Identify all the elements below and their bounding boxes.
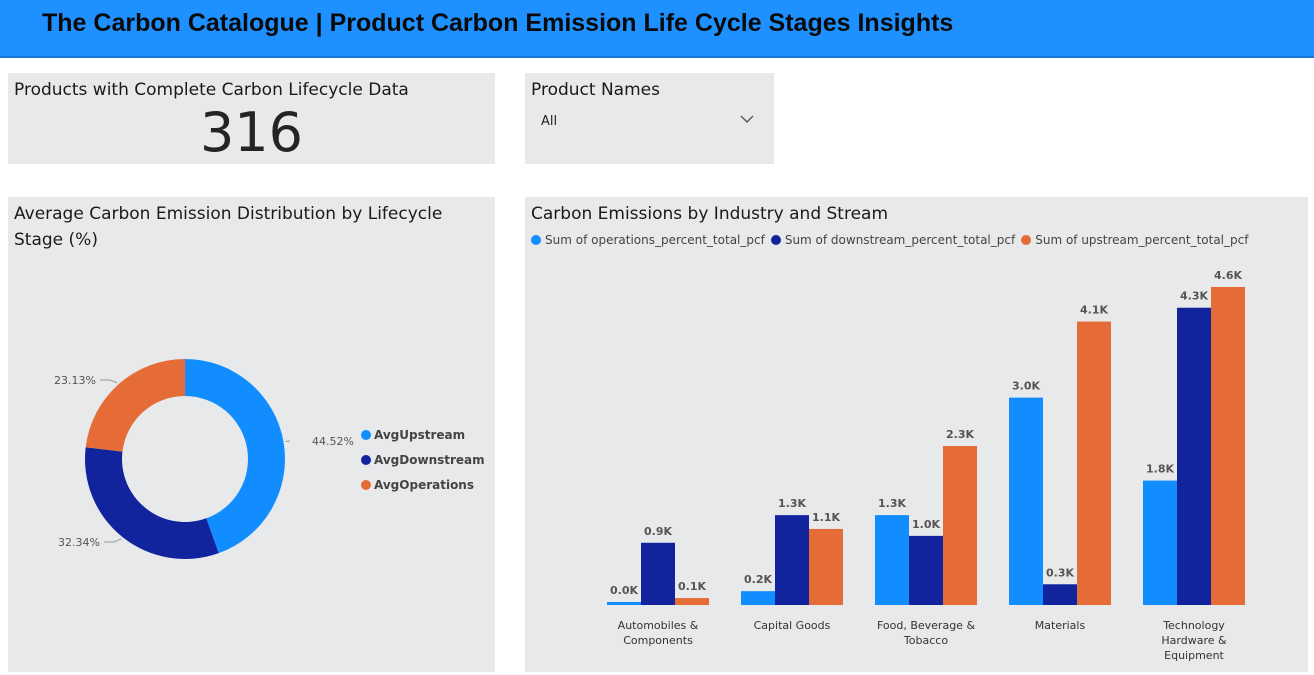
donut-chart-card: Average Carbon Emission Distribution by … xyxy=(8,197,495,672)
bar-data-label: 0.2K xyxy=(744,573,772,586)
legend-dot xyxy=(361,430,371,440)
bar-chart-card: Carbon Emissions by Industry and Stream … xyxy=(525,197,1308,672)
x-axis-tick-label: Capital Goods xyxy=(754,619,831,632)
bar-chart-title: Carbon Emissions by Industry and Stream xyxy=(531,204,889,224)
bar-downstream[interactable] xyxy=(909,535,943,605)
donut-legend-item-avgdownstream[interactable]: AvgDownstream xyxy=(361,453,485,467)
legend-label: Sum of upstream_percent_total_pcf xyxy=(1035,233,1249,247)
bar-chart-legend: Sum of operations_percent_total_pcf Sum o… xyxy=(531,233,1254,248)
legend-label: AvgUpstream xyxy=(374,428,465,442)
donut-data-label: 23.13% xyxy=(54,374,96,387)
x-axis-tick-label: Automobiles & Components xyxy=(618,619,699,647)
kpi-value: 316 xyxy=(199,101,304,164)
bar-operations[interactable] xyxy=(1009,397,1043,605)
bar-legend-item[interactable]: Sum of downstream_percent_total_pcf xyxy=(770,233,1016,247)
page-header: The Carbon Catalogue | Product Carbon Em… xyxy=(0,0,1314,58)
bar-downstream[interactable] xyxy=(1043,584,1077,605)
bar-data-label: 4.3K xyxy=(1180,290,1208,303)
legend-dot xyxy=(1021,235,1032,245)
product-names-slicer: Product Names All xyxy=(525,73,774,164)
legend-dot xyxy=(770,235,781,245)
bar-data-label: 1.3K xyxy=(778,497,806,510)
bar-data-label: 3.0K xyxy=(1012,380,1040,393)
product-names-dropdown[interactable]: All xyxy=(533,109,763,135)
bar-downstream[interactable] xyxy=(1177,307,1211,605)
legend-dot xyxy=(361,455,371,465)
bar-upstream[interactable] xyxy=(675,598,709,605)
donut-chart: 44.52% 32.34% 23.13% AvgUpstream AvgDownstre… xyxy=(54,359,485,559)
bar-chart: 0.0K 0.9K 0.1K Automobiles & Components 0.2K 1… xyxy=(607,269,1245,662)
bar-operations[interactable] xyxy=(1143,480,1177,605)
bar-legend-item[interactable]: Sum of upstream_percent_total_pcf xyxy=(1021,233,1248,247)
bar-legend-item[interactable]: Sum of operations_percent_total_pcf xyxy=(531,233,765,247)
donut-slice-avgoperations[interactable] xyxy=(85,359,185,452)
donut-leader-line xyxy=(100,379,118,384)
bar-downstream[interactable] xyxy=(641,542,675,605)
x-axis-tick-label: Materials xyxy=(1035,619,1086,632)
legend-label: AvgDownstream xyxy=(374,453,485,467)
donut-data-label: 32.34% xyxy=(58,536,100,549)
kpi-title: Products with Complete Carbon Lifecycle … xyxy=(14,80,409,100)
bar-operations[interactable] xyxy=(607,602,641,605)
legend-dot xyxy=(361,480,371,490)
bar-data-label: 1.0K xyxy=(912,518,940,531)
bar-data-label: 0.0K xyxy=(610,584,638,597)
bar-upstream[interactable] xyxy=(1211,287,1245,605)
legend-dot xyxy=(531,235,541,245)
bar-data-label: 1.1K xyxy=(812,511,840,524)
bar-data-label: 1.8K xyxy=(1146,463,1174,476)
chevron-down-icon[interactable] xyxy=(739,112,755,126)
donut-data-label: 44.52% xyxy=(312,435,354,448)
slicer-selected-value: All xyxy=(541,114,558,129)
donut-slice-avgupstream[interactable] xyxy=(185,359,286,554)
x-axis-tick-label: Food, Beverage & Tobacco xyxy=(877,619,975,647)
bar-data-label: 4.1K xyxy=(1080,304,1108,317)
bar-data-label: 0.3K xyxy=(1046,566,1074,579)
bar-operations[interactable] xyxy=(875,515,909,605)
bar-upstream[interactable] xyxy=(1077,321,1111,605)
donut-leader-line xyxy=(104,538,122,543)
bar-data-label: 2.3K xyxy=(946,428,974,441)
legend-label: Sum of downstream_percent_total_pcf xyxy=(784,233,1016,247)
bar-data-label: 0.9K xyxy=(644,525,672,538)
donut-legend-item-avgoperations[interactable]: AvgOperations xyxy=(361,478,474,492)
legend-label: Sum of operations_percent_total_pcf xyxy=(545,233,765,247)
donut-leader-line xyxy=(285,440,291,443)
kpi-card: Products with Complete Carbon Lifecycle … xyxy=(8,73,495,164)
bar-data-label: 4.6K xyxy=(1214,269,1242,282)
bar-data-label: 0.1K xyxy=(678,580,706,593)
bar-upstream[interactable] xyxy=(809,528,843,605)
donut-slice-avgdownstream[interactable] xyxy=(85,447,219,559)
bar-upstream[interactable] xyxy=(943,446,977,605)
legend-label: AvgOperations xyxy=(374,478,474,492)
x-axis-tick-label: Technology Hardware & Equipment xyxy=(1161,619,1227,662)
page-title: The Carbon Catalogue | Product Carbon Em… xyxy=(42,9,954,37)
donut-legend-item-avgupstream[interactable]: AvgUpstream xyxy=(361,428,465,442)
slicer-title: Product Names xyxy=(531,80,660,100)
bar-operations[interactable] xyxy=(741,591,775,605)
bar-downstream[interactable] xyxy=(775,515,809,605)
donut-chart-title: Average Carbon Emission Distribution by … xyxy=(14,204,443,250)
bar-data-label: 1.3K xyxy=(878,497,906,510)
